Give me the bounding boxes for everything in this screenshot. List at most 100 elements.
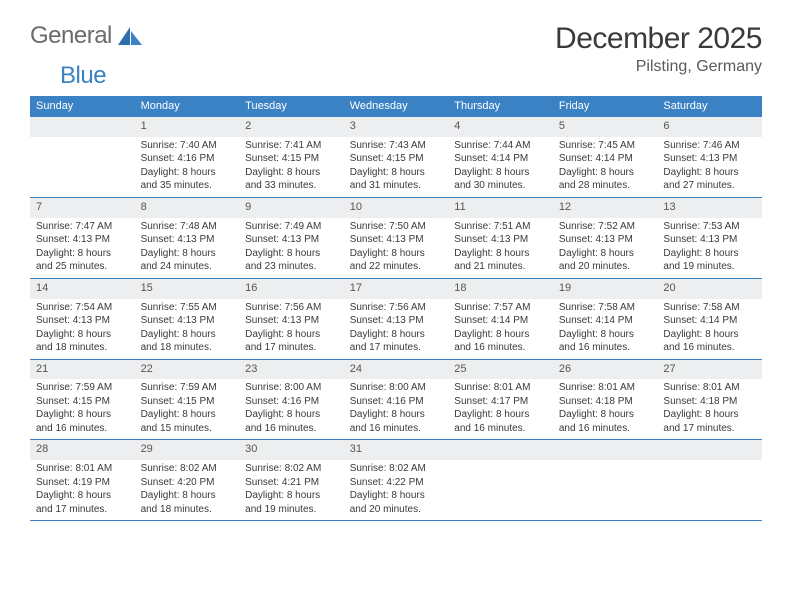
daylight-line: Daylight: 8 hours and 15 minutes. <box>141 408 234 435</box>
day-cell: 14Sunrise: 7:54 AMSunset: 4:13 PMDayligh… <box>30 279 135 359</box>
day-number: 10 <box>344 198 449 218</box>
day-cell <box>657 440 762 520</box>
sunset-line: Sunset: 4:16 PM <box>245 395 338 409</box>
day-cell: 16Sunrise: 7:56 AMSunset: 4:13 PMDayligh… <box>239 279 344 359</box>
sunset-line: Sunset: 4:15 PM <box>350 152 443 166</box>
day-details: Sunrise: 7:50 AMSunset: 4:13 PMDaylight:… <box>344 218 449 278</box>
day-details: Sunrise: 7:40 AMSunset: 4:16 PMDaylight:… <box>135 137 240 197</box>
day-number: 4 <box>448 117 553 137</box>
day-header: Thursday <box>448 96 553 117</box>
sunrise-line: Sunrise: 7:56 AM <box>350 301 443 315</box>
day-number: 8 <box>135 198 240 218</box>
day-cell <box>30 117 135 197</box>
sunrise-line: Sunrise: 7:52 AM <box>559 220 652 234</box>
day-number: 14 <box>30 279 135 299</box>
daylight-line: Daylight: 8 hours and 28 minutes. <box>559 166 652 193</box>
day-details: Sunrise: 8:00 AMSunset: 4:16 PMDaylight:… <box>344 379 449 439</box>
sunrise-line: Sunrise: 8:02 AM <box>350 462 443 476</box>
day-details: Sunrise: 8:02 AMSunset: 4:20 PMDaylight:… <box>135 460 240 520</box>
day-cell: 30Sunrise: 8:02 AMSunset: 4:21 PMDayligh… <box>239 440 344 520</box>
day-details: Sunrise: 7:49 AMSunset: 4:13 PMDaylight:… <box>239 218 344 278</box>
sunset-line: Sunset: 4:13 PM <box>141 233 234 247</box>
day-cell: 15Sunrise: 7:55 AMSunset: 4:13 PMDayligh… <box>135 279 240 359</box>
calendar: SundayMondayTuesdayWednesdayThursdayFrid… <box>30 96 762 521</box>
sunrise-line: Sunrise: 7:55 AM <box>141 301 234 315</box>
daylight-line: Daylight: 8 hours and 23 minutes. <box>245 247 338 274</box>
sunset-line: Sunset: 4:14 PM <box>559 152 652 166</box>
day-cell <box>553 440 658 520</box>
day-number: 28 <box>30 440 135 460</box>
day-details: Sunrise: 7:41 AMSunset: 4:15 PMDaylight:… <box>239 137 344 197</box>
brand-logo: General <box>30 22 144 50</box>
sunset-line: Sunset: 4:14 PM <box>454 152 547 166</box>
sunset-line: Sunset: 4:19 PM <box>36 476 129 490</box>
day-cell: 10Sunrise: 7:50 AMSunset: 4:13 PMDayligh… <box>344 198 449 278</box>
sunset-line: Sunset: 4:13 PM <box>663 233 756 247</box>
day-cell: 7Sunrise: 7:47 AMSunset: 4:13 PMDaylight… <box>30 198 135 278</box>
calendar-page: General December 2025 Pilsting, Germany … <box>0 0 792 541</box>
sunset-line: Sunset: 4:13 PM <box>350 314 443 328</box>
daylight-line: Daylight: 8 hours and 18 minutes. <box>36 328 129 355</box>
day-cell: 26Sunrise: 8:01 AMSunset: 4:18 PMDayligh… <box>553 360 658 440</box>
day-number: 23 <box>239 360 344 380</box>
daylight-line: Daylight: 8 hours and 27 minutes. <box>663 166 756 193</box>
day-number: 18 <box>448 279 553 299</box>
brand-part2: Blue <box>60 62 792 90</box>
day-number <box>657 440 762 460</box>
sunrise-line: Sunrise: 7:41 AM <box>245 139 338 153</box>
day-cell: 4Sunrise: 7:44 AMSunset: 4:14 PMDaylight… <box>448 117 553 197</box>
daylight-line: Daylight: 8 hours and 16 minutes. <box>559 328 652 355</box>
day-cell: 13Sunrise: 7:53 AMSunset: 4:13 PMDayligh… <box>657 198 762 278</box>
month-title: December 2025 <box>555 22 762 56</box>
day-number: 24 <box>344 360 449 380</box>
day-number: 25 <box>448 360 553 380</box>
day-number: 13 <box>657 198 762 218</box>
sunrise-line: Sunrise: 8:02 AM <box>141 462 234 476</box>
day-cell: 6Sunrise: 7:46 AMSunset: 4:13 PMDaylight… <box>657 117 762 197</box>
day-headers-row: SundayMondayTuesdayWednesdayThursdayFrid… <box>30 96 762 117</box>
sunrise-line: Sunrise: 7:50 AM <box>350 220 443 234</box>
daylight-line: Daylight: 8 hours and 22 minutes. <box>350 247 443 274</box>
sunset-line: Sunset: 4:15 PM <box>141 395 234 409</box>
day-number: 26 <box>553 360 658 380</box>
sunset-line: Sunset: 4:16 PM <box>350 395 443 409</box>
day-cell: 27Sunrise: 8:01 AMSunset: 4:18 PMDayligh… <box>657 360 762 440</box>
day-header: Sunday <box>30 96 135 117</box>
daylight-line: Daylight: 8 hours and 20 minutes. <box>559 247 652 274</box>
day-details: Sunrise: 7:48 AMSunset: 4:13 PMDaylight:… <box>135 218 240 278</box>
day-details: Sunrise: 8:00 AMSunset: 4:16 PMDaylight:… <box>239 379 344 439</box>
sunrise-line: Sunrise: 8:01 AM <box>36 462 129 476</box>
day-number: 20 <box>657 279 762 299</box>
daylight-line: Daylight: 8 hours and 18 minutes. <box>141 489 234 516</box>
sunrise-line: Sunrise: 8:01 AM <box>454 381 547 395</box>
day-details: Sunrise: 7:47 AMSunset: 4:13 PMDaylight:… <box>30 218 135 278</box>
sunset-line: Sunset: 4:13 PM <box>350 233 443 247</box>
sunrise-line: Sunrise: 7:45 AM <box>559 139 652 153</box>
sunrise-line: Sunrise: 8:00 AM <box>350 381 443 395</box>
daylight-line: Daylight: 8 hours and 21 minutes. <box>454 247 547 274</box>
week-row: 1Sunrise: 7:40 AMSunset: 4:16 PMDaylight… <box>30 117 762 198</box>
day-number: 3 <box>344 117 449 137</box>
daylight-line: Daylight: 8 hours and 17 minutes. <box>36 489 129 516</box>
day-cell: 28 Sunrise: 8:01 AMSunset: 4:19 PMDayligh… <box>30 440 135 520</box>
day-number: 2 <box>239 117 344 137</box>
day-header: Saturday <box>657 96 762 117</box>
day-cell: 22Sunrise: 7:59 AMSunset: 4:15 PMDayligh… <box>135 360 240 440</box>
sunrise-line: Sunrise: 7:43 AM <box>350 139 443 153</box>
day-details: Sunrise: 7:52 AMSunset: 4:13 PMDaylight:… <box>553 218 658 278</box>
day-details <box>448 460 553 466</box>
sunrise-line: Sunrise: 7:58 AM <box>663 301 756 315</box>
daylight-line: Daylight: 8 hours and 20 minutes. <box>350 489 443 516</box>
sunrise-line: Sunrise: 8:01 AM <box>559 381 652 395</box>
day-details: Sunrise: 7:53 AMSunset: 4:13 PMDaylight:… <box>657 218 762 278</box>
day-number: 21 <box>30 360 135 380</box>
day-details: Sunrise: 7:46 AMSunset: 4:13 PMDaylight:… <box>657 137 762 197</box>
week-row: 7Sunrise: 7:47 AMSunset: 4:13 PMDaylight… <box>30 198 762 279</box>
sunrise-line: Sunrise: 7:44 AM <box>454 139 547 153</box>
daylight-line: Daylight: 8 hours and 17 minutes. <box>663 408 756 435</box>
daylight-line: Daylight: 8 hours and 16 minutes. <box>36 408 129 435</box>
day-number <box>448 440 553 460</box>
day-number <box>553 440 658 460</box>
daylight-line: Daylight: 8 hours and 33 minutes. <box>245 166 338 193</box>
day-cell: 24Sunrise: 8:00 AMSunset: 4:16 PMDayligh… <box>344 360 449 440</box>
